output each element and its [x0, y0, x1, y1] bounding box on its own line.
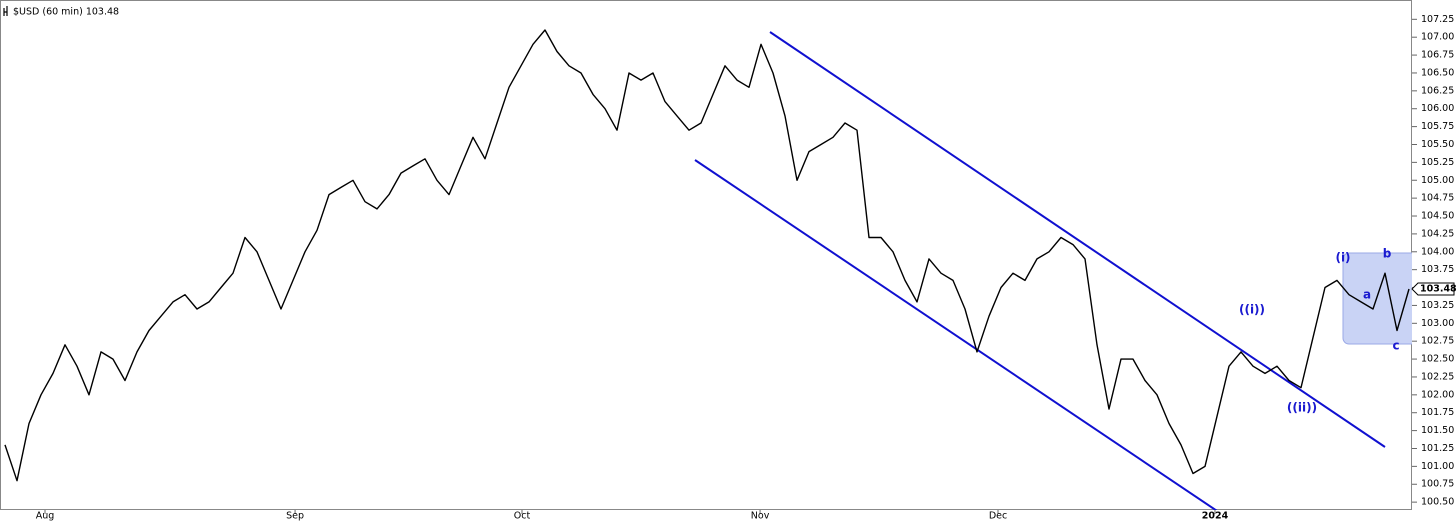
wave-label: ((i))	[1239, 303, 1265, 317]
x-tick-label: Sep	[286, 511, 304, 522]
y-tick-label: 102.25	[1421, 371, 1454, 382]
y-tick-label: 107.00	[1421, 32, 1454, 43]
channel-lower	[694, 159, 1218, 510]
y-tick-label: 103.25	[1421, 300, 1454, 311]
y-tick-label: 107.25	[1421, 14, 1454, 25]
y-tick-label: 104.25	[1421, 228, 1454, 239]
y-tick-label: 106.00	[1421, 103, 1454, 114]
x-tick-label: Nov	[751, 511, 770, 522]
y-tick-label: 101.75	[1421, 407, 1454, 418]
x-tick-label: Aug	[36, 511, 55, 522]
x-tick-label: 2024	[1202, 511, 1229, 522]
x-tick-label: Dec	[989, 511, 1007, 522]
x-tick-label: Oct	[514, 511, 531, 522]
y-tick-label: 102.75	[1421, 336, 1454, 347]
annotation-layer	[694, 31, 1412, 510]
series-layer	[4, 29, 1410, 482]
wave-label: a	[1363, 288, 1371, 302]
wave-label: ((ii))	[1287, 401, 1317, 415]
chart-icon	[3, 6, 8, 16]
y-tick-label: 103.00	[1421, 318, 1454, 329]
y-tick-label: 105.50	[1421, 139, 1454, 150]
wave-label: c	[1392, 339, 1399, 353]
y-tick-label: 101.00	[1421, 461, 1454, 472]
y-tick-label: 106.50	[1421, 67, 1454, 78]
y-tick-label: 104.75	[1421, 193, 1454, 204]
y-tick-label: 105.75	[1421, 121, 1454, 132]
y-tick-label: 105.25	[1421, 157, 1454, 168]
y-tick-label: 102.50	[1421, 354, 1454, 365]
chart-title: $USD (60 min) 103.48	[13, 7, 119, 18]
y-tick-label: 103.75	[1421, 264, 1454, 275]
y-tick-label: 102.00	[1421, 389, 1454, 400]
y-tick-label: 106.75	[1421, 50, 1454, 61]
y-tick-label: 106.25	[1421, 85, 1454, 96]
wave-label: b	[1383, 247, 1392, 261]
y-tick-label: 101.50	[1421, 425, 1454, 436]
y-tick-label: 101.25	[1421, 443, 1454, 454]
axis-layer: 100.50 100.75 101.00 101.25 101.50 101.75 102.…	[36, 14, 1456, 522]
price-marker: 103.48	[1411, 282, 1456, 296]
price-line	[4, 29, 1410, 482]
y-tick-label: 100.75	[1421, 479, 1454, 490]
title-block: $USD (60 min) 103.48	[3, 6, 119, 18]
price-marker-box	[1411, 282, 1455, 296]
price-marker-label: 103.48	[1420, 283, 1456, 294]
y-tick-label: 100.50	[1421, 497, 1454, 508]
plot-frame	[0, 0, 1412, 510]
y-tick-label: 105.00	[1421, 175, 1454, 186]
channel-upper	[769, 31, 1386, 448]
y-tick-label: 104.50	[1421, 211, 1454, 222]
wave-label: (i)	[1335, 251, 1350, 265]
y-tick-label: 104.00	[1421, 246, 1454, 257]
